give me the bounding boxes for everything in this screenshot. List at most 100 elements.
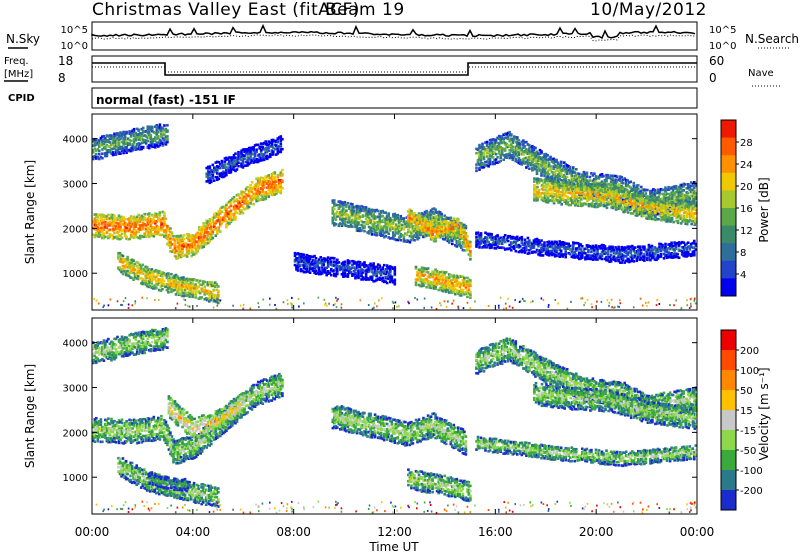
power-cell: [385, 220, 389, 223]
power-cell: [431, 282, 434, 286]
power-cell: [168, 281, 172, 284]
power-cell: [191, 234, 195, 237]
power-cell: [123, 131, 127, 134]
power-cell: [220, 210, 224, 214]
power-cell: [355, 223, 359, 226]
power-cell: [173, 274, 176, 278]
power-cell: [351, 218, 354, 222]
power-cell: [138, 226, 142, 230]
power-cell: [692, 215, 695, 218]
power-cell: [523, 141, 527, 144]
power-cell: [392, 233, 395, 237]
power-cell: [564, 163, 567, 166]
power-cell: [132, 142, 136, 145]
power-cell: [108, 150, 112, 154]
power-cell: [497, 134, 501, 138]
power-cell: [102, 142, 106, 146]
power-cell: [187, 233, 190, 236]
power-cell: [535, 154, 539, 158]
power-cell: [351, 207, 354, 210]
power-cell: [147, 285, 151, 289]
power-cell: [565, 169, 569, 173]
power-cell: [133, 275, 137, 279]
power-cell: [151, 218, 154, 221]
power-cell: [395, 225, 398, 228]
power-cell: [369, 212, 372, 215]
power-cell: [269, 182, 272, 185]
power-cell: [599, 191, 603, 194]
power-cell: [612, 183, 616, 186]
power-cell: [276, 188, 280, 192]
power-cell: [208, 281, 211, 284]
power-cell: [129, 133, 133, 136]
power-cell: [387, 236, 390, 239]
power-cell: [138, 266, 141, 270]
power-cell: [549, 165, 552, 168]
power-cell: [552, 157, 555, 161]
power-cell: [253, 197, 257, 200]
power-cell: [667, 197, 671, 201]
power-cell: [117, 227, 121, 231]
power-cell: [119, 152, 122, 155]
power-cell: [152, 143, 156, 147]
nsky-tick-low: 10^0: [61, 41, 88, 52]
power-cell: [96, 141, 100, 144]
power-cell: [119, 225, 122, 228]
power-cell: [461, 278, 465, 282]
power-cell: [478, 166, 481, 170]
power-cell: [138, 269, 141, 272]
power-cell: [155, 226, 159, 229]
power-cell: [667, 185, 670, 189]
power-cell: [173, 254, 177, 258]
power-cell: [167, 233, 171, 237]
power-cell: [620, 181, 623, 185]
power-cell: [444, 286, 448, 289]
power-cell: [93, 223, 97, 227]
power-cell: [131, 146, 134, 150]
power-cell: [390, 222, 394, 225]
power-cell: [118, 251, 122, 255]
power-cell: [428, 225, 431, 228]
power-cell: [656, 212, 660, 216]
power-cell: [364, 206, 368, 209]
power-cell: [217, 213, 221, 217]
power-cell: [152, 287, 155, 290]
power-cell: [511, 145, 515, 149]
power-cell: [635, 184, 639, 187]
power-cell: [605, 185, 608, 188]
power-cell: [232, 214, 236, 217]
power-cell: [559, 164, 563, 168]
power-cell: [416, 235, 419, 238]
power-cell: [440, 221, 443, 225]
power-cell: [576, 172, 580, 175]
power-cell: [125, 140, 128, 143]
power-cell: [219, 222, 222, 225]
power-cell: [408, 230, 412, 233]
power-cell: [152, 232, 156, 236]
power-cell: [389, 219, 392, 222]
power-cell: [457, 242, 460, 245]
power-cell: [165, 285, 169, 289]
power-cell: [212, 282, 216, 286]
power-cell: [496, 141, 499, 145]
power-cell: [572, 171, 575, 174]
power-cell: [170, 231, 174, 235]
power-cell: [193, 238, 196, 242]
power-cell: [134, 216, 137, 220]
power-cell: [360, 229, 363, 232]
power-cell: [546, 172, 549, 176]
power-cell: [131, 235, 134, 238]
power-cell: [540, 157, 543, 160]
power-cell: [345, 209, 348, 212]
power-cell: [478, 143, 481, 147]
power-cell: [333, 207, 336, 211]
power-cell: [143, 223, 146, 226]
power-cell: [223, 208, 227, 211]
power-cell: [276, 173, 280, 177]
power-cell: [133, 262, 137, 266]
power-cell: [235, 193, 239, 197]
power-cell: [270, 185, 274, 189]
power-cell: [402, 220, 406, 223]
power-cell: [177, 282, 181, 285]
power-cell: [217, 285, 220, 288]
